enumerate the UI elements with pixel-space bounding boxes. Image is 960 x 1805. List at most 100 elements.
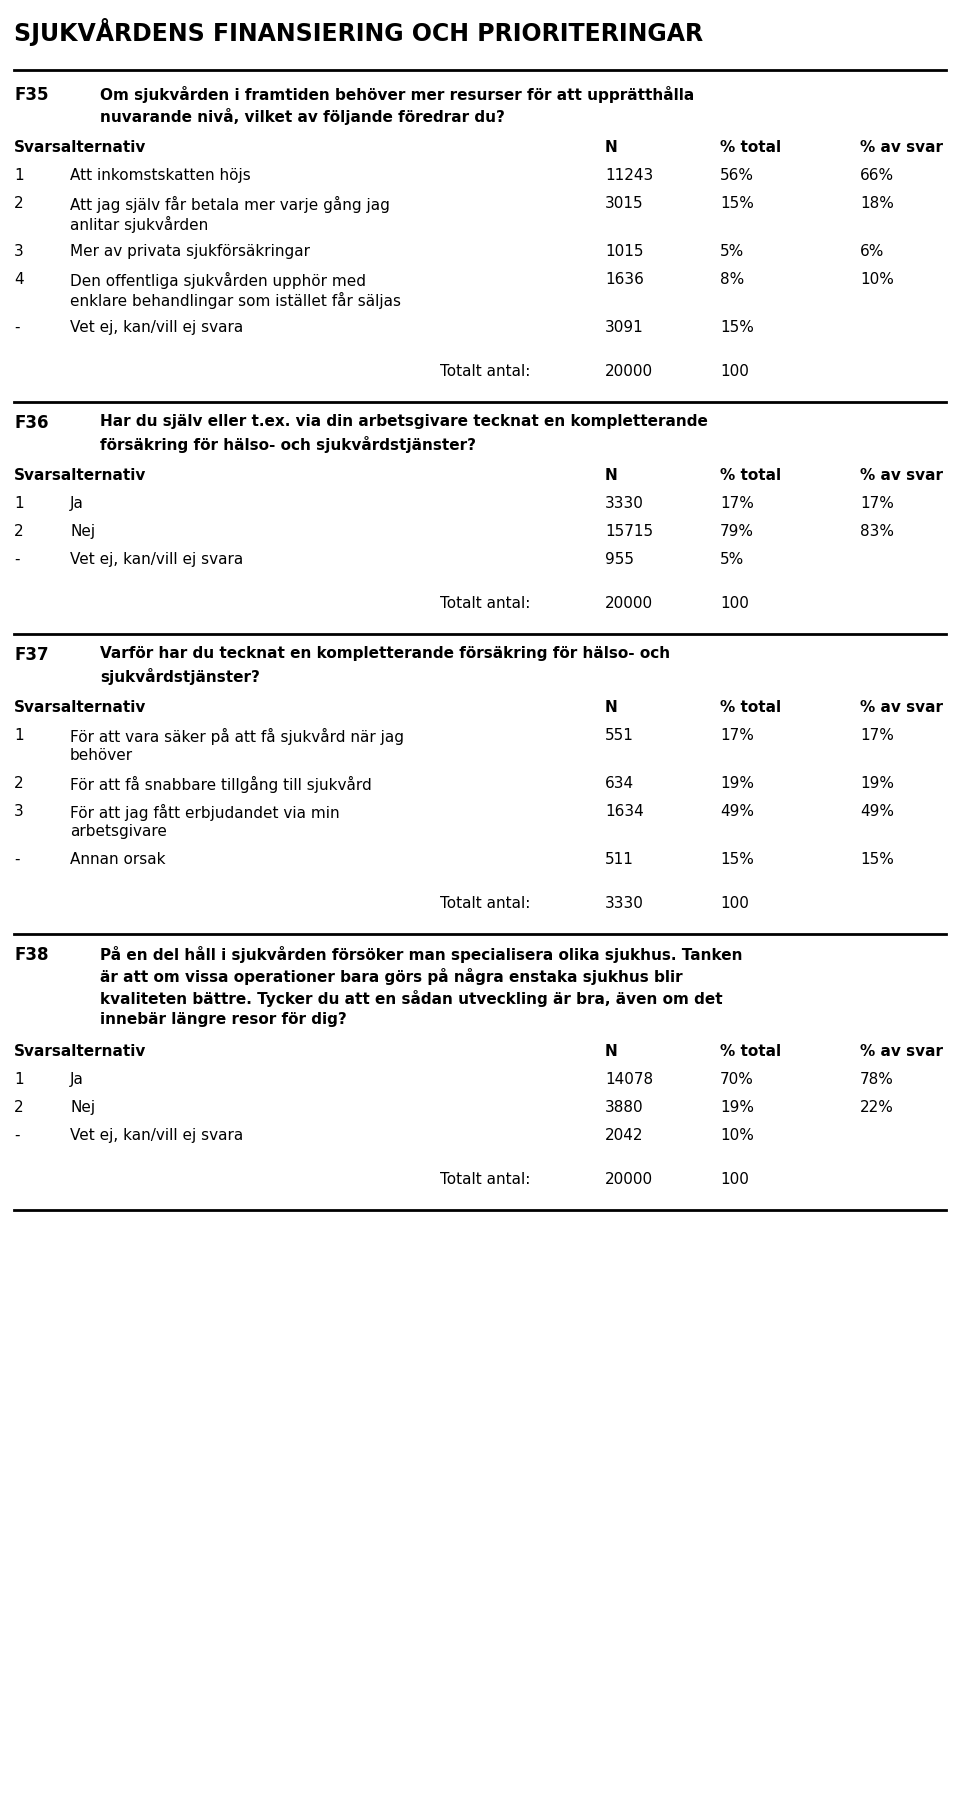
Text: 1: 1: [14, 1072, 24, 1087]
Text: Totalt antal:: Totalt antal:: [440, 895, 530, 912]
Text: % total: % total: [720, 700, 781, 715]
Text: Svarsalternativ: Svarsalternativ: [14, 467, 146, 484]
Text: % total: % total: [720, 141, 781, 155]
Text: 15%: 15%: [720, 319, 754, 336]
Text: 18%: 18%: [860, 197, 894, 211]
Text: 20000: 20000: [605, 596, 653, 612]
Text: Svarsalternativ: Svarsalternativ: [14, 1043, 146, 1060]
Text: 1634: 1634: [605, 803, 644, 819]
Text: 11243: 11243: [605, 168, 653, 182]
Text: N: N: [605, 700, 617, 715]
Text: % total: % total: [720, 467, 781, 484]
Text: 49%: 49%: [720, 803, 754, 819]
Text: 17%: 17%: [720, 727, 754, 744]
Text: 19%: 19%: [720, 776, 754, 791]
Text: 100: 100: [720, 596, 749, 612]
Text: För att få snabbare tillgång till sjukvård: För att få snabbare tillgång till sjukvå…: [70, 776, 372, 792]
Text: 70%: 70%: [720, 1072, 754, 1087]
Text: 4: 4: [14, 273, 24, 287]
Text: 100: 100: [720, 1171, 749, 1188]
Text: 14078: 14078: [605, 1072, 653, 1087]
Text: 1015: 1015: [605, 244, 643, 258]
Text: Den offentliga sjukvården upphör med: Den offentliga sjukvården upphör med: [70, 273, 366, 289]
Text: Mer av privata sjukförsäkringar: Mer av privata sjukförsäkringar: [70, 244, 310, 258]
Text: 1: 1: [14, 496, 24, 511]
Text: Totalt antal:: Totalt antal:: [440, 365, 530, 379]
Text: försäkring för hälso- och sjukvårdstjänster?: försäkring för hälso- och sjukvårdstjäns…: [100, 437, 476, 453]
Text: F37: F37: [14, 646, 49, 664]
Text: Annan orsak: Annan orsak: [70, 852, 165, 866]
Text: 551: 551: [605, 727, 634, 744]
Text: På en del håll i sjukvården försöker man specialisera olika sjukhus. Tanken: På en del håll i sjukvården försöker man…: [100, 946, 742, 964]
Text: F35: F35: [14, 87, 49, 105]
Text: 2: 2: [14, 197, 24, 211]
Text: 79%: 79%: [720, 523, 754, 540]
Text: 3330: 3330: [605, 496, 644, 511]
Text: behöver: behöver: [70, 747, 133, 764]
Text: enklare behandlingar som istället får säljas: enklare behandlingar som istället får sä…: [70, 292, 401, 309]
Text: 22%: 22%: [860, 1099, 894, 1115]
Text: SJUKVÅRDENS FINANSIERING OCH PRIORITERINGAR: SJUKVÅRDENS FINANSIERING OCH PRIORITERIN…: [14, 18, 703, 45]
Text: För att vara säker på att få sjukvård när jag: För att vara säker på att få sjukvård nä…: [70, 727, 404, 745]
Text: 100: 100: [720, 895, 749, 912]
Text: 19%: 19%: [860, 776, 894, 791]
Text: Att jag själv får betala mer varje gång jag: Att jag själv får betala mer varje gång …: [70, 197, 390, 213]
Text: N: N: [605, 1043, 617, 1060]
Text: Nej: Nej: [70, 1099, 95, 1115]
Text: 19%: 19%: [720, 1099, 754, 1115]
Text: 5%: 5%: [720, 552, 744, 567]
Text: Varför har du tecknat en kompletterande försäkring för hälso- och: Varför har du tecknat en kompletterande …: [100, 646, 670, 661]
Text: 100: 100: [720, 365, 749, 379]
Text: Vet ej, kan/vill ej svara: Vet ej, kan/vill ej svara: [70, 552, 243, 567]
Text: 6%: 6%: [860, 244, 884, 258]
Text: Svarsalternativ: Svarsalternativ: [14, 700, 146, 715]
Text: innebär längre resor för dig?: innebär längre resor för dig?: [100, 1013, 347, 1027]
Text: 10%: 10%: [860, 273, 894, 287]
Text: Att inkomstskatten höjs: Att inkomstskatten höjs: [70, 168, 251, 182]
Text: 8%: 8%: [720, 273, 744, 287]
Text: 15%: 15%: [720, 197, 754, 211]
Text: % av svar: % av svar: [860, 1043, 943, 1060]
Text: 3330: 3330: [605, 895, 644, 912]
Text: är att om vissa operationer bara görs på några enstaka sjukhus blir: är att om vissa operationer bara görs på…: [100, 967, 683, 986]
Text: -: -: [14, 1128, 19, 1143]
Text: 3: 3: [14, 244, 24, 258]
Text: 2042: 2042: [605, 1128, 643, 1143]
Text: 49%: 49%: [860, 803, 894, 819]
Text: 83%: 83%: [860, 523, 894, 540]
Text: N: N: [605, 467, 617, 484]
Text: Nej: Nej: [70, 523, 95, 540]
Text: 20000: 20000: [605, 1171, 653, 1188]
Text: F36: F36: [14, 413, 49, 431]
Text: -: -: [14, 319, 19, 336]
Text: 1: 1: [14, 727, 24, 744]
Text: 2: 2: [14, 523, 24, 540]
Text: arbetsgivare: arbetsgivare: [70, 825, 167, 839]
Text: 15%: 15%: [720, 852, 754, 866]
Text: 3880: 3880: [605, 1099, 643, 1115]
Text: 511: 511: [605, 852, 634, 866]
Text: 17%: 17%: [720, 496, 754, 511]
Text: 66%: 66%: [860, 168, 894, 182]
Text: 15715: 15715: [605, 523, 653, 540]
Text: 1636: 1636: [605, 273, 644, 287]
Text: 56%: 56%: [720, 168, 754, 182]
Text: 10%: 10%: [720, 1128, 754, 1143]
Text: F38: F38: [14, 946, 49, 964]
Text: 3015: 3015: [605, 197, 643, 211]
Text: 15%: 15%: [860, 852, 894, 866]
Text: 5%: 5%: [720, 244, 744, 258]
Text: 2: 2: [14, 1099, 24, 1115]
Text: För att jag fått erbjudandet via min: För att jag fått erbjudandet via min: [70, 803, 340, 821]
Text: Totalt antal:: Totalt antal:: [440, 596, 530, 612]
Text: 17%: 17%: [860, 727, 894, 744]
Text: Totalt antal:: Totalt antal:: [440, 1171, 530, 1188]
Text: nuvarande nivå, vilket av följande föredrar du?: nuvarande nivå, vilket av följande föred…: [100, 108, 505, 125]
Text: Svarsalternativ: Svarsalternativ: [14, 141, 146, 155]
Text: 955: 955: [605, 552, 634, 567]
Text: Om sjukvården i framtiden behöver mer resurser för att upprätthålla: Om sjukvården i framtiden behöver mer re…: [100, 87, 694, 103]
Text: 78%: 78%: [860, 1072, 894, 1087]
Text: 2: 2: [14, 776, 24, 791]
Text: sjukvårdstjänster?: sjukvårdstjänster?: [100, 668, 260, 686]
Text: % av svar: % av svar: [860, 141, 943, 155]
